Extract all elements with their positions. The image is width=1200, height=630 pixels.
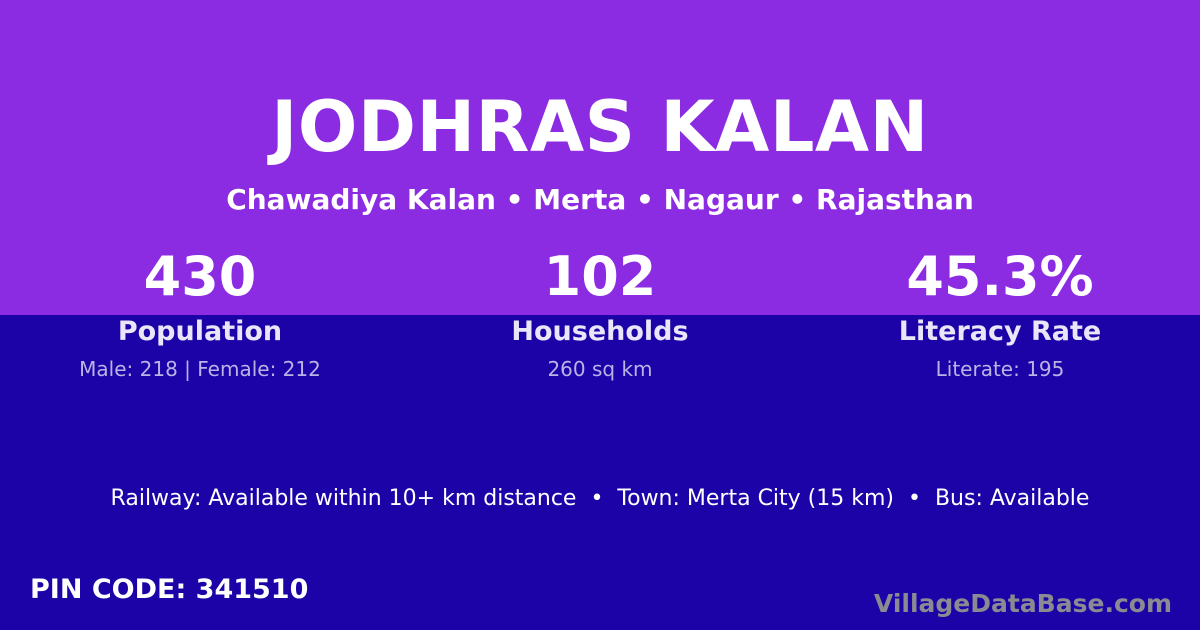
population-label: Population (117, 316, 283, 347)
literacy-sublabel: Literate: 195 (935, 357, 1065, 381)
households-value: 102 (543, 245, 657, 308)
literacy-label: Literacy Rate (898, 316, 1102, 347)
population-sublabel: Male: 218 | Female: 212 (79, 357, 321, 381)
pin-code: PIN CODE: 341510 (30, 574, 309, 605)
stats-row: 430 Population Male: 218 | Female: 212 1… (0, 248, 1200, 382)
population-stat: 430 Population Male: 218 | Female: 212 (0, 248, 400, 382)
village-breadcrumb: Chawadiya Kalan • Merta • Nagaur • Rajas… (226, 183, 974, 216)
bottom-section-background (0, 315, 1200, 630)
watermark: VillageDataBase.com (873, 589, 1172, 618)
households-label: Households (511, 316, 689, 347)
population-value: 430 (143, 245, 257, 308)
households-sublabel: 260 sq km (547, 357, 653, 381)
literacy-value: 45.3% (906, 245, 1094, 308)
literacy-stat: 45.3% Literacy Rate Literate: 195 (800, 248, 1200, 382)
households-stat: 102 Households 260 sq km (400, 248, 800, 382)
top-section-background (0, 0, 1200, 315)
amenities-line: Railway: Available within 10+ km distanc… (110, 486, 1090, 511)
village-title: JODHRAS KALAN (271, 86, 929, 168)
